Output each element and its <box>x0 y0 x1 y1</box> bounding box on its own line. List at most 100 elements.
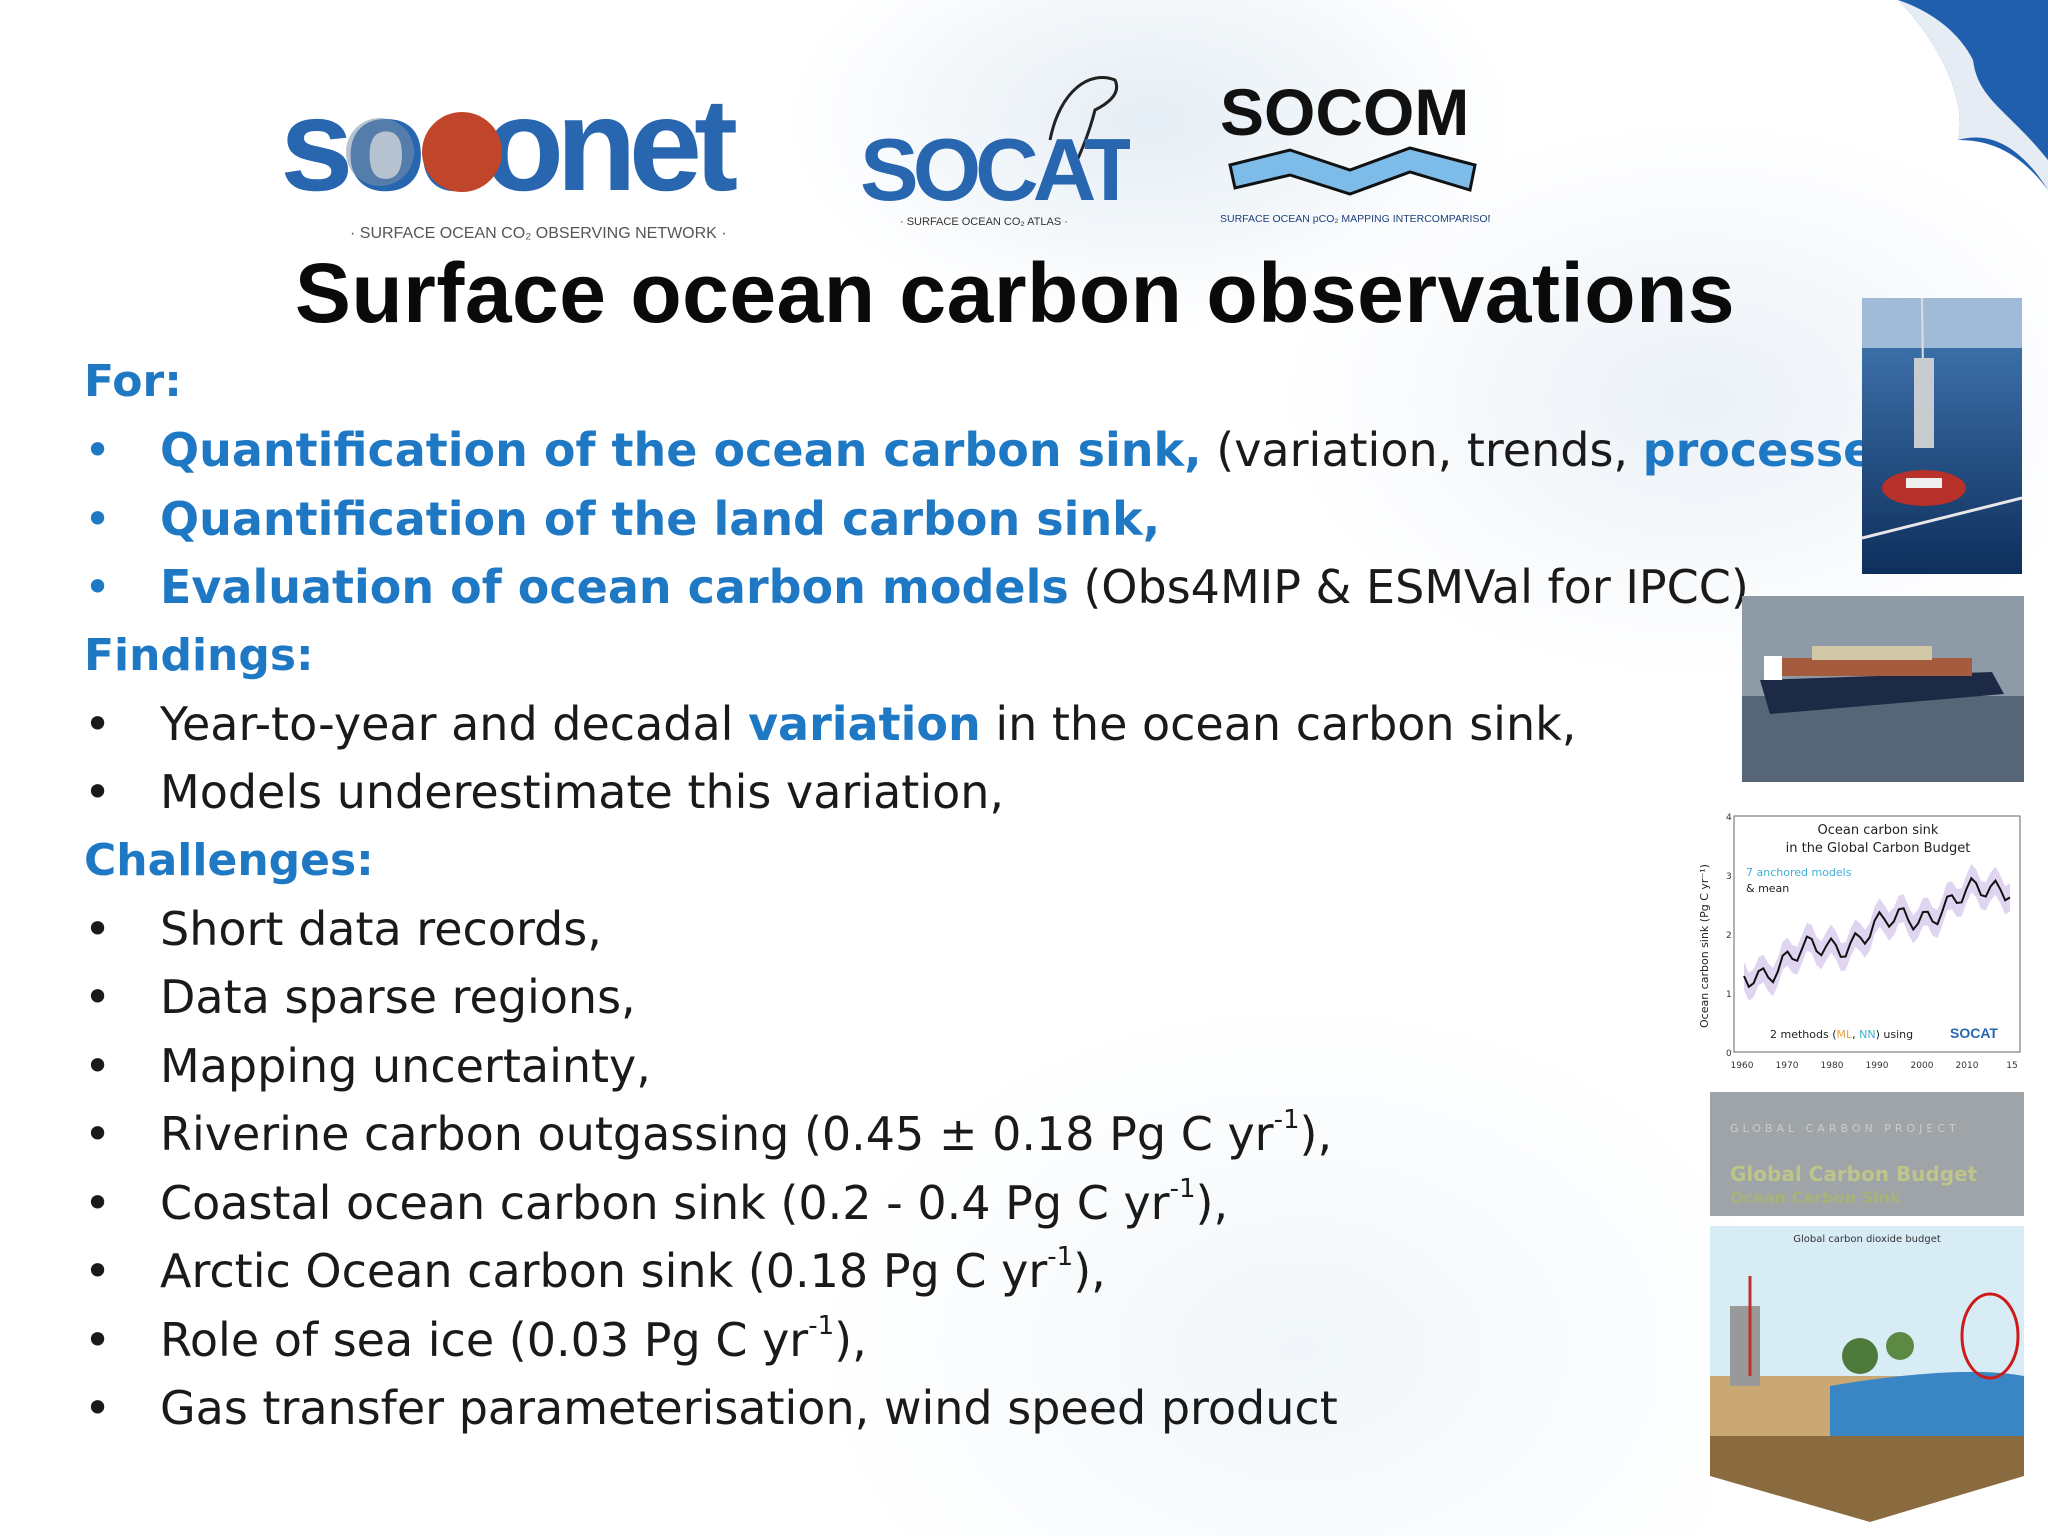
chart-ytick-label: 1 <box>1726 990 1732 1000</box>
bullet-icon: • <box>84 765 112 819</box>
logo-row: soconet · SURFACE OCEAN CO₂ OBSERVING NE… <box>270 40 1500 242</box>
chart-frame <box>1733 815 2021 1053</box>
challenges-item-4: • Riverine carbon outgassing (0.45 ± 0.1… <box>84 1100 1764 1169</box>
chart-xtick-label: 1970 <box>1776 1061 1799 1071</box>
chart-ytick-label: 0 <box>1726 1049 1732 1059</box>
ocean-sink-chart-svg: Ocean carbon sink in the Global Carbon B… <box>1698 813 2021 1071</box>
challenges-item-5-tail: ), <box>1195 1175 1229 1230</box>
socom-logo: SOCOM SURFACE OCEAN pCO₂ MAPPING INTERCO… <box>1220 75 1490 225</box>
chart-mean-line <box>1743 876 2011 989</box>
chart-mean-series <box>1743 876 2011 989</box>
gcb-card-line2: Global Carbon Budget <box>1730 1162 1978 1186</box>
chart-xticks: 1960 1970 1980 1990 2000 2010 15 <box>1731 1061 2018 1071</box>
gcb-card-line3: Ocean Carbon Sink <box>1730 1188 1901 1207</box>
bullet-icon: • <box>84 423 112 477</box>
cat-outline-icon <box>1048 76 1119 166</box>
buoy-photo <box>1862 298 2022 574</box>
for-item-1: • Quantification of the ocean carbon sin… <box>84 416 1934 485</box>
socom-tagline: SURFACE OCEAN pCO₂ MAPPING INTERCOMPARIS… <box>1220 213 1490 225</box>
bullet-icon: • <box>84 1244 112 1298</box>
findings-item-2-text: Models underestimate this variation, <box>160 765 1005 819</box>
ocean-sink-chart: Ocean carbon sink in the Global Carbon B… <box>1688 806 2024 1078</box>
gcb-card: GLOBAL CARBON PROJECT Global Carbon Budg… <box>1710 1092 2024 1216</box>
bullet-icon: • <box>84 696 112 751</box>
bullet-icon: • <box>84 1038 112 1093</box>
socat-tagline: · SURFACE OCEAN CO₂ ATLAS · <box>900 216 1068 228</box>
chart-methods-end: ) using <box>1876 1028 1914 1041</box>
socat-wordmark: SOCAT <box>860 120 1130 219</box>
bullet-icon: • <box>84 1107 112 1161</box>
chart-xtick-label: 1960 <box>1731 1061 1754 1071</box>
chart-title-line1: Ocean carbon sink <box>1818 823 1939 838</box>
challenges-item-7-tail: ), <box>834 1312 867 1367</box>
chart-legend-models: 7 anchored models <box>1746 866 1852 879</box>
chart-title-line2: in the Global Carbon Budget <box>1786 841 1971 856</box>
soconet-earth-icon <box>346 118 414 186</box>
buoy-image <box>1862 298 2022 574</box>
slide-title: Surface ocean carbon observations <box>294 246 1736 340</box>
challenges-item-2: • Data sparse regions, <box>84 963 1764 1032</box>
socom-map-icon <box>1228 146 1477 196</box>
bullet-icon: • <box>84 560 112 614</box>
carbon-budget-diagram: Global carbon dioxide budget <box>1710 1226 2024 1522</box>
chart-methods-note: 2 methods (ML, NN) using <box>1770 1028 1913 1041</box>
findings-item-1-highlight: variation <box>748 696 981 751</box>
bullet-icon: • <box>84 491 112 546</box>
bullet-icon: • <box>84 970 112 1024</box>
challenges-item-7-text: Role of sea ice (0.03 Pg C yr <box>160 1312 809 1367</box>
for-item-2-bold: Quantification of the land carbon sink, <box>160 491 1161 546</box>
chart-legend-mean: & mean <box>1746 882 1789 895</box>
challenges-item-2-text: Data sparse regions, <box>160 970 636 1024</box>
section-heading-challenges: Challenges: <box>84 834 374 886</box>
section-heading-findings: Findings: <box>84 629 314 681</box>
challenges-item-7: • Role of sea ice (0.03 Pg C yr-1), <box>84 1306 1764 1375</box>
challenges-item-8: • Gas transfer parameterisation, wind sp… <box>84 1374 1764 1443</box>
chart-yticks: 4 3 2 1 0 <box>1726 813 1732 1059</box>
chart-methods-ml: ML <box>1837 1028 1853 1041</box>
challenges-item-8-text: Gas transfer parameterisation, wind spee… <box>160 1381 1338 1435</box>
superscript: -1 <box>1169 1173 1196 1204</box>
bullet-icon: • <box>84 1175 112 1230</box>
superscript: -1 <box>1047 1242 1074 1272</box>
for-item-1-text: (variation, trends, <box>1201 423 1643 477</box>
chart-ytick-label: 4 <box>1726 813 1732 823</box>
gcb-card-line1: GLOBAL CARBON PROJECT <box>1730 1122 1960 1135</box>
chart-socat-logo: SOCAT <box>1950 1025 1998 1041</box>
section-heading-for: For: <box>84 356 182 407</box>
socom-wordmark: SOCOM <box>1220 75 1469 149</box>
bullet-icon: • <box>84 1312 112 1367</box>
findings-item-1: • Year-to-year and decadal variation in … <box>84 690 1764 759</box>
chart-xtick-label: 2010 <box>1956 1061 1979 1071</box>
chart-xtick-label: 15 <box>2006 1061 2017 1071</box>
challenges-item-1-text: Short data records, <box>160 901 602 956</box>
chart-ylabel: Ocean carbon sink (Pg C yr⁻¹) <box>1698 864 1711 1028</box>
soconet-tagline: · SURFACE OCEAN CO₂ OBSERVING NETWORK · <box>350 225 727 242</box>
challenges-item-6-text: Arctic Ocean carbon sink (0.18 Pg C yr <box>160 1244 1048 1298</box>
for-item-1-bold: Quantification of the ocean carbon sink, <box>160 423 1202 477</box>
challenges-item-4-text: Riverine carbon outgassing (0.45 ± 0.18 … <box>160 1107 1274 1161</box>
page-curl-decoration <box>1898 0 2048 190</box>
chart-model-spread <box>1744 864 2010 1001</box>
chart-ytick-label: 2 <box>1726 931 1732 941</box>
challenges-item-1: • Short data records, <box>84 895 1764 964</box>
chart-ytick-label: 3 <box>1726 872 1732 882</box>
challenges-item-4-tail: ), <box>1299 1107 1333 1161</box>
chart-xtick-label: 1990 <box>1866 1061 1889 1071</box>
superscript: -1 <box>1273 1105 1300 1135</box>
challenges-item-5-text: Coastal ocean carbon sink (0.2 - 0.4 Pg … <box>160 1175 1170 1230</box>
bullet-icon: • <box>84 1381 112 1435</box>
superscript: -1 <box>808 1310 835 1341</box>
bullet-icon: • <box>84 901 112 956</box>
slide-body: For: • Quantification of the ocean carbo… <box>84 348 1934 1443</box>
challenges-item-6: • Arctic Ocean carbon sink (0.18 Pg C yr… <box>84 1237 1764 1306</box>
carbon-budget-diagram-svg: Global carbon dioxide budget <box>1710 1226 2024 1522</box>
chart-model-band <box>1744 864 2010 1001</box>
for-item-1-highlight: processes <box>1642 423 1902 477</box>
chart-xtick-label: 1980 <box>1821 1061 1844 1071</box>
chart-methods-text: 2 methods ( <box>1770 1028 1837 1041</box>
challenges-item-3-text: Mapping uncertainty, <box>160 1038 651 1093</box>
findings-item-1-tail: in the ocean carbon sink, <box>980 696 1577 751</box>
chart-xtick-label: 2000 <box>1911 1061 1934 1071</box>
findings-item-2: • Models underestimate this variation, <box>84 758 1764 827</box>
soconet-globe-icon <box>422 112 502 192</box>
